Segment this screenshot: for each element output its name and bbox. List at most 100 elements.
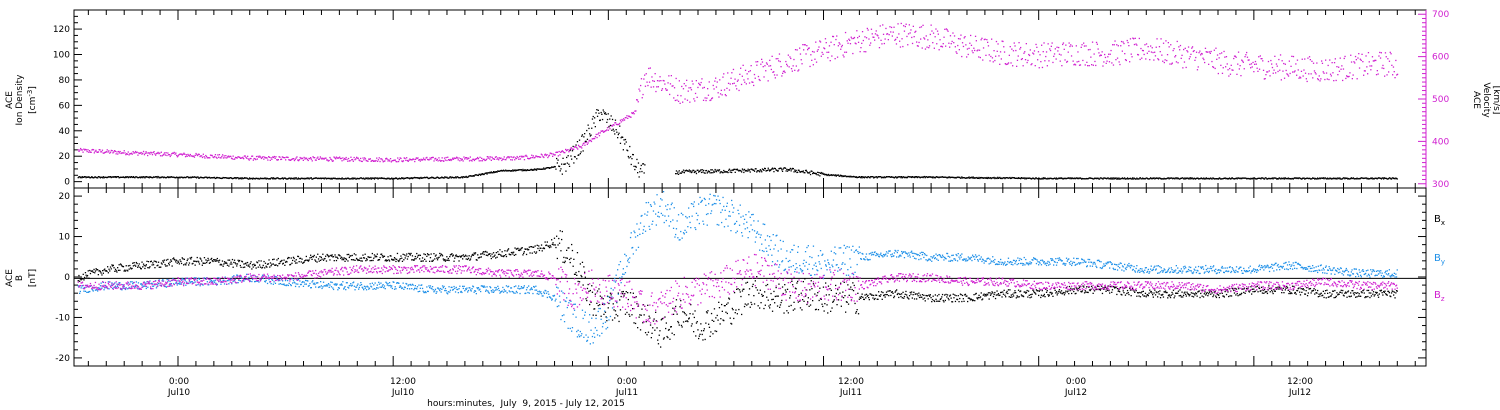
density-point: [1195, 178, 1197, 180]
velocity-point: [581, 144, 584, 146]
density-point: [614, 119, 617, 121]
velocity-point: [799, 53, 802, 55]
velocity-point: [565, 148, 567, 151]
bx-point: [720, 318, 722, 320]
density-point: [390, 178, 392, 180]
bx-point: [424, 258, 426, 260]
density-point: [373, 178, 376, 180]
velocity-point: [1362, 61, 1364, 63]
density-point: [878, 176, 880, 178]
bx-point: [1091, 285, 1093, 287]
velocity-point: [151, 152, 153, 154]
bx-point: [560, 250, 562, 252]
velocity-point: [689, 101, 691, 103]
density-point: [372, 177, 374, 179]
bx-point: [163, 259, 165, 261]
density-point: [535, 169, 538, 171]
density-point: [1126, 178, 1128, 180]
velocity-point: [1269, 75, 1271, 77]
density-point: [949, 177, 952, 179]
bx-point: [586, 287, 589, 290]
velocity-point: [979, 56, 981, 59]
density-point: [313, 177, 315, 179]
bx-point: [794, 308, 796, 310]
velocity-point: [1076, 61, 1078, 63]
velocity-point: [1069, 45, 1071, 48]
bx-point: [1074, 293, 1076, 295]
bx-point: [680, 324, 683, 327]
bx-point: [213, 259, 216, 261]
bx-point: [236, 265, 238, 267]
density-point: [775, 169, 777, 171]
bx-point: [1042, 295, 1044, 297]
bx-point: [679, 306, 681, 308]
velocity-point: [282, 156, 284, 158]
density-point: [597, 109, 599, 111]
density-point: [500, 170, 502, 172]
velocity-point: [1351, 78, 1353, 80]
velocity-point: [1210, 50, 1212, 53]
velocity-point: [1153, 59, 1155, 61]
density-point: [399, 178, 401, 180]
density-point: [242, 177, 244, 180]
density-point: [422, 177, 424, 179]
bx-point: [1048, 294, 1050, 296]
bx-point: [378, 259, 381, 261]
bx-point: [464, 255, 466, 257]
velocity-point: [877, 35, 879, 37]
density-point: [908, 176, 911, 178]
density-point: [1107, 177, 1109, 179]
velocity-point: [694, 92, 697, 95]
density-point: [910, 176, 912, 178]
density-point: [98, 176, 100, 178]
bx-point: [590, 301, 592, 303]
bx-point: [909, 291, 911, 294]
velocity-point: [386, 158, 388, 160]
density-point: [99, 176, 101, 178]
density-point: [498, 170, 500, 172]
density-point: [109, 176, 111, 178]
velocity-point: [1394, 77, 1396, 79]
density-point: [1013, 177, 1015, 179]
density-point: [127, 177, 130, 179]
bx-point: [849, 288, 851, 290]
velocity-point: [1294, 70, 1296, 72]
velocity-point: [415, 157, 417, 159]
density-point: [619, 125, 621, 127]
bx-point: [1060, 290, 1063, 292]
bx-point: [1008, 296, 1010, 298]
density-point: [123, 176, 125, 179]
density-point: [1167, 177, 1170, 179]
bx-point: [741, 313, 743, 316]
bx-point: [106, 270, 108, 272]
bx-point: [801, 309, 803, 311]
velocity-point: [116, 151, 118, 153]
bx-point: [313, 254, 315, 257]
bx-point: [476, 259, 478, 261]
density-point: [784, 167, 786, 169]
bx-point: [634, 296, 636, 299]
velocity-point: [437, 160, 439, 162]
density-point: [608, 126, 610, 128]
density-point: [769, 169, 771, 171]
velocity-point: [243, 158, 245, 160]
velocity-point: [882, 33, 885, 35]
velocity-point: [585, 141, 588, 143]
bx-point: [1070, 287, 1072, 289]
bx-point: [181, 257, 183, 259]
density-point: [1073, 177, 1075, 180]
velocity-point: [254, 158, 256, 160]
bx-point: [730, 322, 732, 325]
density-point: [1299, 177, 1301, 179]
velocity-point: [1257, 70, 1259, 72]
bx-point: [316, 261, 318, 263]
velocity-point: [534, 156, 536, 159]
velocity-point: [1373, 60, 1375, 62]
density-point: [942, 176, 944, 178]
bx-point: [415, 258, 417, 260]
velocity-point: [911, 36, 913, 39]
density-point: [311, 178, 313, 180]
velocity-point: [150, 151, 152, 153]
density-point: [609, 118, 611, 120]
bx-point: [249, 266, 251, 268]
